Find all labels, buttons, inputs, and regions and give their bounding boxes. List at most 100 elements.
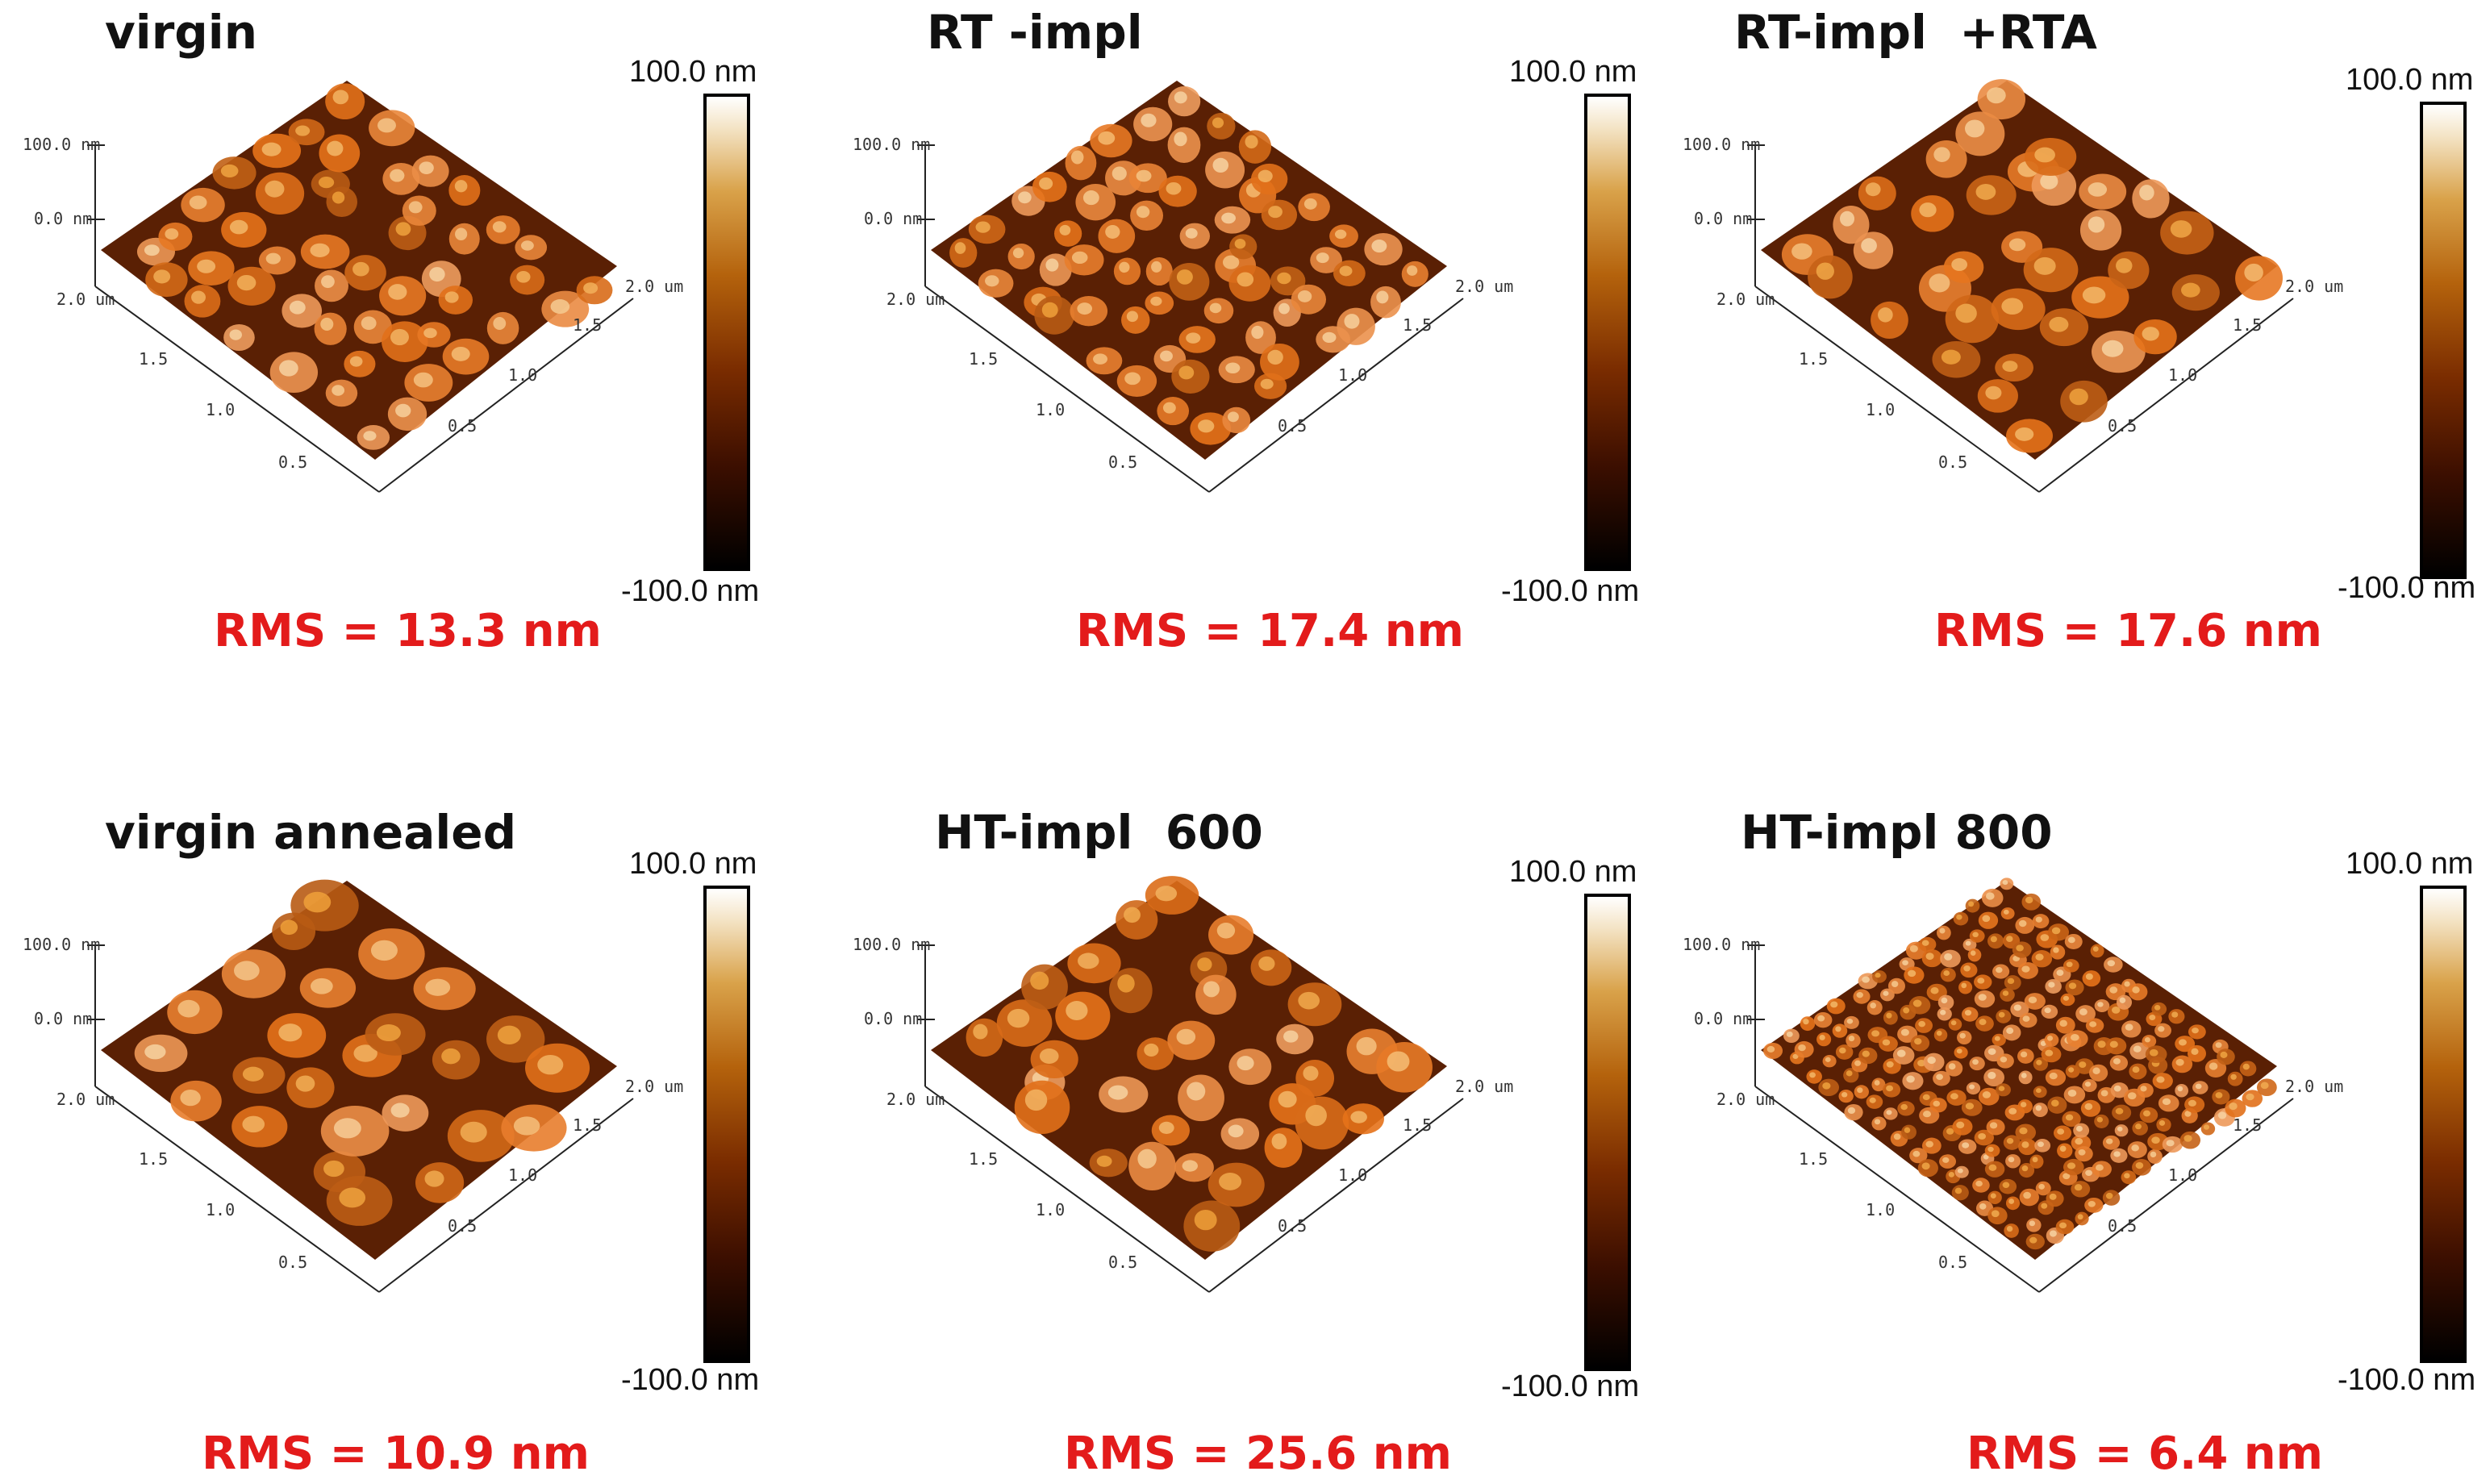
z-axis-top-label: 100.0 nm [23,935,100,954]
surface-bumps [1763,877,2277,1250]
colorbar-min-label: -100.0 nm [2338,1363,2476,1397]
colorbar-min-label: -100.0 nm [1501,1369,1640,1403]
x-axis-tick-label: 0.5 [1278,1216,1307,1236]
y-axis-tick-label: 0.5 [1108,452,1137,472]
afm-panel: RT -impl 100.0 nm 0.0 nm 2.0 um 1.5 1.0 0.5 2.… [830,0,1660,742]
surface-axes [87,144,634,493]
x-axis-tick-label: 0.5 [2108,416,2137,436]
colorbar-max-label: 100.0 nm [629,55,757,89]
panel-title: HT-impl 800 [1741,805,2053,860]
rms-value: RMS = 17.6 nm [1934,605,2322,657]
surface-bumps [1781,79,2284,453]
afm-panel: virgin 100.0 nm 0.0 nm 2.0 um 1.5 1.0 0.5 2.0 … [0,0,830,742]
y-axis-tick-label: 1.0 [1036,1200,1065,1219]
afm-panel: HT-impl 600 100.0 nm 0.0 nm 2.0 um 1.5 1.0 0.… [830,742,1660,1484]
x-axis-tick-label: 0.5 [448,416,477,436]
x-axis-tick-label: 0.5 [2108,1216,2137,1236]
z-axis-zero-label: 0.0 nm [34,1009,92,1028]
y-axis-tick-label: 1.5 [139,349,168,369]
z-axis-zero-label: 0.0 nm [34,209,92,228]
colorbar-min-label: -100.0 nm [1501,574,1640,608]
z-axis-zero-label: 0.0 nm [864,1009,922,1028]
afm-surface-plot: 100.0 nm 0.0 nm 2.0 um 1.5 1.0 0.5 2.0 um 1.5 1.… [1683,79,2343,493]
height-colorbar [703,94,750,571]
afm-surface-plot: 100.0 nm 0.0 nm 2.0 um 1.5 1.0 0.5 2.0 um 1.5 1.… [23,879,683,1293]
panel-title: HT-impl 600 [935,805,1263,860]
x-axis-tick-label: 1.5 [2233,315,2262,335]
colorbar-max-label: 100.0 nm [2346,847,2474,881]
colorbar-max-label: 100.0 nm [1509,55,1637,89]
y-axis-tick-label: 2.0 um [56,290,115,309]
afm-surface-plot: 100.0 nm 0.0 nm 2.0 um 1.5 1.0 0.5 2.0 um 1.5 1.… [1683,877,2343,1293]
y-axis-tick-label: 0.5 [278,452,307,472]
x-axis-tick-label: 1.0 [508,365,537,385]
surface-bumps [134,879,590,1226]
panel-title: virgin annealed [105,805,517,860]
colorbar-min-label: -100.0 nm [2338,571,2476,605]
x-axis-tick-label: 1.0 [1338,365,1367,385]
colorbar-min-label: -100.0 nm [621,1363,760,1397]
surface-bumps [949,85,1429,445]
z-axis-top-label: 100.0 nm [1683,135,1760,154]
y-axis-tick-label: 1.0 [1036,400,1065,419]
afm-surface-plot: 100.0 nm 0.0 nm 2.0 um 1.5 1.0 0.5 2.0 um 1.5 1.… [23,81,683,493]
height-colorbar [2420,886,2467,1363]
colorbar-max-label: 100.0 nm [2346,63,2474,97]
z-axis-top-label: 100.0 nm [853,935,930,954]
x-axis-tick-label: 2.0 um [2285,1077,2343,1096]
colorbar-max-label: 100.0 nm [1509,855,1637,889]
x-axis-tick-label: 1.0 [2168,1165,2197,1185]
x-axis-tick-label: 2.0 um [625,1077,683,1096]
y-axis-tick-label: 1.0 [1866,1200,1895,1219]
height-colorbar [2420,102,2467,579]
y-axis-tick-label: 0.5 [1938,452,1967,472]
surface-axes [917,144,1464,493]
z-axis-zero-label: 0.0 nm [864,209,922,228]
y-axis-tick-label: 1.5 [969,349,998,369]
surface-bumps [136,83,613,450]
x-axis-tick-label: 2.0 um [2285,277,2343,296]
z-axis-zero-label: 0.0 nm [1694,209,1752,228]
afm-surface-plot: 100.0 nm 0.0 nm 2.0 um 1.5 1.0 0.5 2.0 um 1.5 1.… [853,876,1513,1293]
x-axis-tick-label: 0.5 [1278,416,1307,436]
panel-title: RT -impl [927,5,1143,60]
x-axis-tick-label: 0.5 [448,1216,477,1236]
height-colorbar [703,886,750,1363]
z-axis-zero-label: 0.0 nm [1694,1009,1752,1028]
rms-value: RMS = 17.4 nm [1076,605,1464,657]
surface-axes [87,944,634,1293]
x-axis-tick-label: 1.0 [508,1165,537,1185]
x-axis-tick-label: 1.5 [2233,1115,2262,1135]
z-axis-top-label: 100.0 nm [853,135,930,154]
rms-value: RMS = 25.6 nm [1064,1428,1452,1480]
x-axis-tick-label: 2.0 um [1455,277,1513,296]
height-colorbar [1584,894,1631,1371]
rms-value: RMS = 10.9 nm [202,1428,590,1480]
y-axis-tick-label: 1.0 [206,400,235,419]
y-axis-tick-label: 2.0 um [1716,290,1775,309]
x-axis-tick-label: 1.5 [1403,1115,1432,1135]
y-axis-tick-label: 0.5 [278,1253,307,1272]
surface-axes [1747,144,2294,493]
panel-title: virgin [105,5,257,60]
afm-panel: RT-impl +RTA 100.0 nm 0.0 nm 2.0 um 1.5 1.0 0… [1660,0,2490,742]
x-axis-tick-label: 1.5 [573,315,602,335]
y-axis-tick-label: 2.0 um [886,290,945,309]
x-axis-tick-label: 1.0 [1338,1165,1367,1185]
rms-value: RMS = 6.4 nm [1967,1428,2324,1480]
afm-panel: virgin annealed 100.0 nm 0.0 nm 2.0 um 1.5 1… [0,742,830,1484]
height-colorbar [1584,94,1631,571]
y-axis-tick-label: 1.5 [139,1149,168,1169]
z-axis-top-label: 100.0 nm [23,135,100,154]
y-axis-tick-label: 2.0 um [1716,1090,1775,1109]
x-axis-tick-label: 2.0 um [1455,1077,1513,1096]
x-axis-tick-label: 1.5 [1403,315,1432,335]
colorbar-min-label: -100.0 nm [621,574,760,608]
z-axis-top-label: 100.0 nm [1683,935,1760,954]
y-axis-tick-label: 1.5 [1799,1149,1828,1169]
x-axis-tick-label: 1.5 [573,1115,602,1135]
y-axis-tick-label: 1.5 [1799,349,1828,369]
panel-title: RT-impl +RTA [1734,5,2097,60]
surface-axes [1747,944,2294,1293]
surface-axes [917,944,1464,1293]
